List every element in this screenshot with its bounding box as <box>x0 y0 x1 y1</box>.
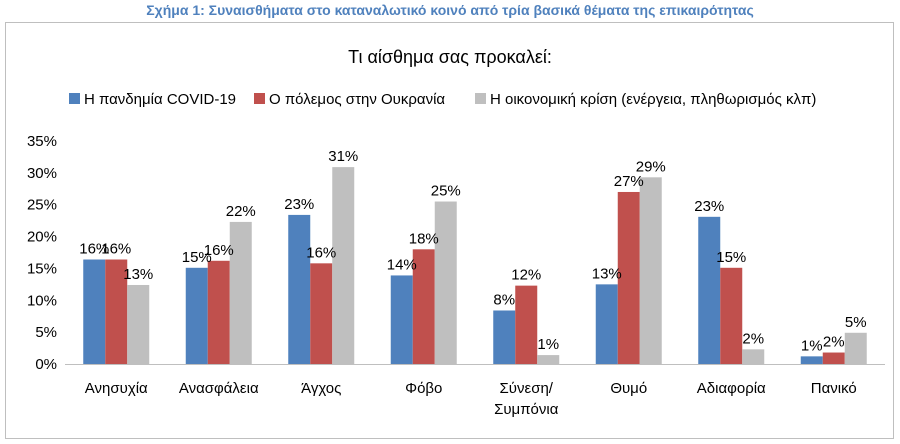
y-tick-label: 10% <box>27 292 57 309</box>
data-label-1-4: 14% <box>387 256 417 273</box>
bar-3-3 <box>332 167 355 364</box>
bar-2-4 <box>412 249 435 364</box>
bar-1-7 <box>698 216 721 364</box>
data-label-2-8: 2% <box>823 334 845 351</box>
data-label-1-7: 23% <box>694 198 724 215</box>
data-label-3-8: 5% <box>845 314 867 331</box>
bar-2-1 <box>105 259 128 364</box>
data-label-2-6: 27% <box>614 173 644 190</box>
data-label-3-6: 29% <box>636 158 666 175</box>
bar-1-5 <box>493 310 516 364</box>
y-tick-label: 30% <box>27 165 57 182</box>
y-tick-label: 5% <box>35 324 57 341</box>
y-tick-label: 25% <box>27 197 57 214</box>
bar-1-3 <box>288 214 311 364</box>
chart-bars <box>83 167 867 364</box>
data-label-2-7: 15% <box>716 249 746 266</box>
data-label-2-5: 12% <box>511 267 541 284</box>
y-tick-label: 35% <box>27 133 57 150</box>
chart-title: Τι αίσθημα σας προκαλεί: <box>348 47 552 67</box>
bar-1-6 <box>595 284 618 364</box>
y-tick-label: 15% <box>27 260 57 277</box>
x-tick-label: Ανησυχία <box>85 380 148 397</box>
bar-1-8 <box>800 356 823 364</box>
x-tick-label: Ανασφάλεια <box>179 380 259 397</box>
x-tick-label: Άγχος <box>301 380 341 397</box>
x-tick-label: Σύνεση/ <box>500 380 554 397</box>
legend-label-2: Ο πόλεμος στην Ουκρανία <box>269 91 445 108</box>
x-tick-label: Πανικό <box>811 380 857 397</box>
x-tick-label: Φόβο <box>405 380 442 397</box>
bar-1-2 <box>185 267 208 364</box>
data-label-1-5: 8% <box>493 291 515 308</box>
legend-swatch-2 <box>254 93 265 104</box>
chart-axes: 0% 5% 10% 15% 20% 25% 30% 35% Ανησυχία Ανασφάλεια… <box>27 133 885 418</box>
bar-2-2 <box>207 260 230 364</box>
bar-1-1 <box>83 259 106 364</box>
y-tick-label: 20% <box>27 229 57 246</box>
data-label-1-8: 1% <box>801 337 823 354</box>
bar-3-6 <box>639 177 662 364</box>
data-label-3-4: 25% <box>431 183 461 200</box>
data-label-2-4: 18% <box>409 230 439 247</box>
legend-label-3: Η οικονομική κρίση (ενέργεια, πληθωρισμό… <box>490 91 816 108</box>
data-label-1-3: 23% <box>284 196 314 213</box>
legend-label-1: Η πανδημία COVID-19 <box>84 91 236 108</box>
data-label-3-1: 13% <box>123 266 153 283</box>
x-tick-label: Θυμό <box>610 380 647 397</box>
bar-2-7 <box>720 267 743 364</box>
data-label-3-7: 2% <box>742 330 764 347</box>
bar-2-5 <box>515 285 538 364</box>
data-label-3-2: 22% <box>226 203 256 220</box>
data-label-2-3: 16% <box>306 244 336 261</box>
legend-swatch-3 <box>475 93 486 104</box>
y-tick-label: 0% <box>35 356 57 373</box>
bar-3-5 <box>537 355 560 364</box>
chart-frame <box>5 22 894 439</box>
data-label-1-1: 16% <box>79 241 109 258</box>
chart-data-labels: 16%16%13%15%16%22% 23%16%31%14%18%25%8%12… <box>79 148 866 354</box>
figure-caption: Σχήμα 1: Συναισθήματα στο καταναλωτικό κ… <box>146 2 754 18</box>
bar-3-2 <box>229 221 252 364</box>
bar-3-8 <box>844 332 867 364</box>
data-label-3-5: 1% <box>537 336 559 353</box>
data-label-2-1: 16% <box>101 241 131 258</box>
bar-3-7 <box>742 349 765 364</box>
bar-1-4 <box>390 275 413 364</box>
x-tick-label: Συμπόνια <box>494 401 559 418</box>
x-tick-label: Αδιαφορία <box>697 380 766 397</box>
data-label-3-3: 31% <box>328 148 358 165</box>
data-label-2-2: 16% <box>204 242 234 259</box>
bar-2-6 <box>617 191 640 364</box>
data-label-1-2: 15% <box>182 249 212 266</box>
bar-2-3 <box>310 263 333 364</box>
data-label-1-6: 13% <box>592 265 622 282</box>
chart-legend: Η πανδημία COVID-19 Ο πόλεμος στην Ουκραν… <box>69 91 816 108</box>
bar-3-1 <box>127 284 150 364</box>
bar-2-8 <box>822 352 845 364</box>
bar-3-4 <box>434 201 457 364</box>
legend-swatch-1 <box>69 93 80 104</box>
